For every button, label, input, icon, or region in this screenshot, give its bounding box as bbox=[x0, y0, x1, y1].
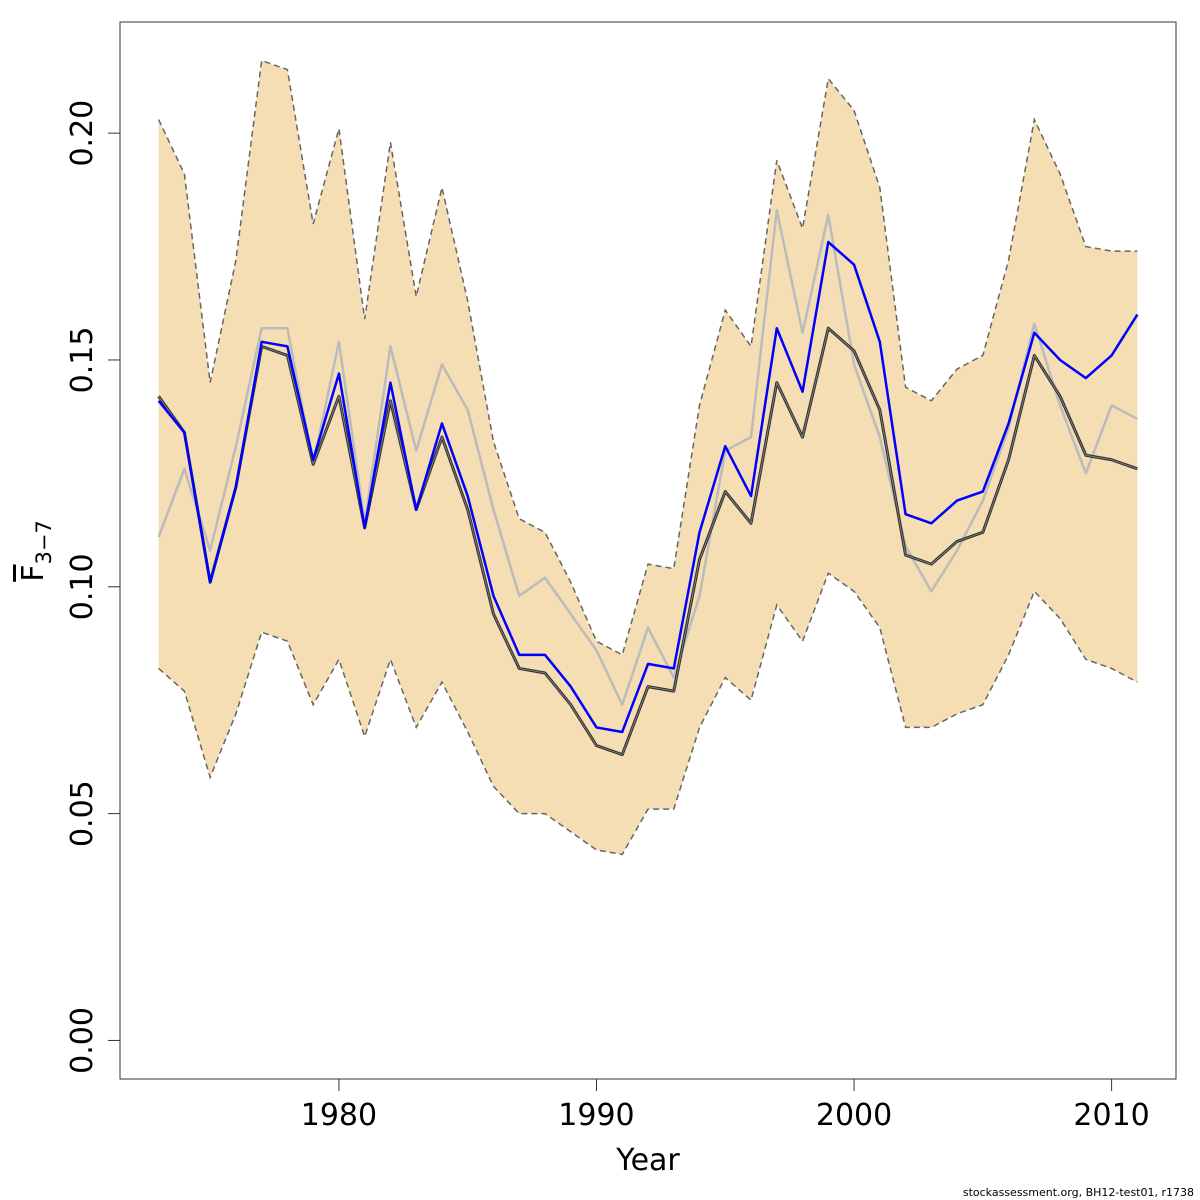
y-axis: 0.00 0.05 0.10 0.15 0.20 bbox=[65, 100, 121, 1074]
band-upper-line bbox=[157, 59, 1138, 656]
x-tick-label: 1980 bbox=[301, 1098, 377, 1133]
y-tick-label: 0.20 bbox=[65, 100, 100, 167]
y-tick-label: 0.05 bbox=[65, 780, 100, 847]
confidence-band-layer bbox=[157, 59, 1138, 856]
x-tick-label: 2000 bbox=[816, 1098, 892, 1133]
series-line-grey bbox=[157, 209, 1138, 706]
footer-note: stockassessment.org, BH12-test01, r1738 bbox=[963, 1186, 1194, 1199]
series-line-blue bbox=[157, 240, 1139, 734]
x-tick-label: 1990 bbox=[558, 1098, 634, 1133]
y-tick-label: 0.00 bbox=[65, 1007, 100, 1074]
y-tick-label: 0.10 bbox=[65, 553, 100, 620]
x-tick-label: 2010 bbox=[1073, 1098, 1149, 1133]
band-lower-line bbox=[158, 572, 1138, 856]
y-axis-title-base: F bbox=[16, 565, 51, 582]
y-tick-label: 0.15 bbox=[65, 327, 100, 394]
series-line-estimate-inner bbox=[158, 327, 1138, 756]
y-axis-title: F3−7 bbox=[16, 520, 56, 582]
x-axis: 1980 1990 2000 2010 bbox=[158, 1078, 1150, 1133]
series-layer bbox=[157, 209, 1139, 757]
confidence-band bbox=[158, 60, 1138, 855]
x-axis-title: Year bbox=[615, 1143, 680, 1178]
y-axis-title-subscript: 3−7 bbox=[32, 520, 56, 564]
